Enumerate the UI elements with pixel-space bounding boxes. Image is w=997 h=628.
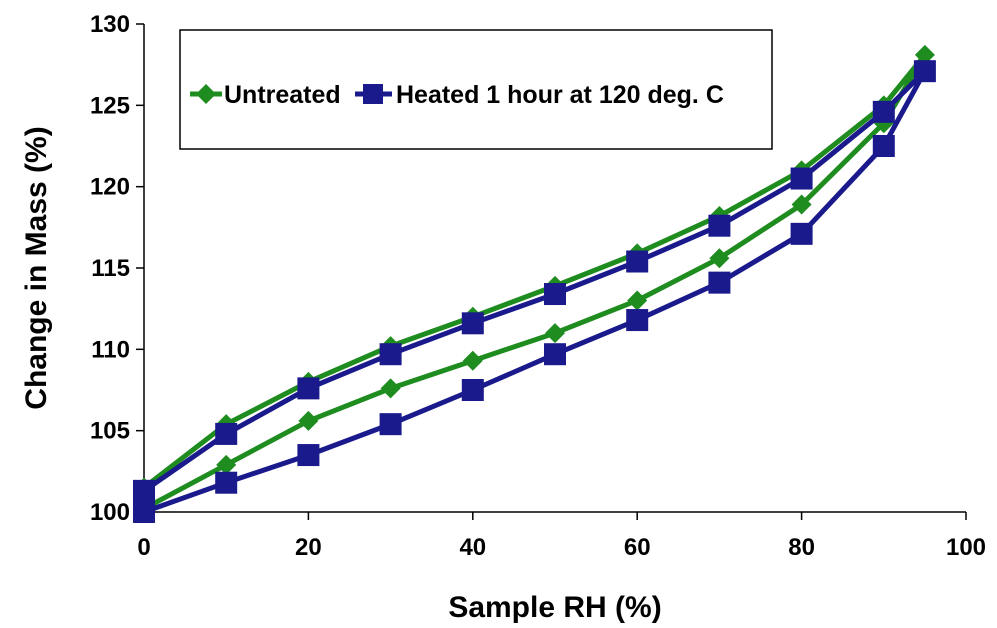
data-point-diamond xyxy=(298,410,319,431)
data-point-diamond xyxy=(791,194,812,215)
x-axis-title: Sample RH (%) xyxy=(448,591,661,624)
data-point-square xyxy=(133,479,155,502)
data-point-square xyxy=(133,501,155,523)
data-point-diamond xyxy=(462,350,483,371)
legend-entry-heated: Heated 1 hour at 120 deg. C xyxy=(355,81,724,109)
legend-marker-heated xyxy=(363,84,383,104)
data-point-square xyxy=(215,471,238,494)
data-point-square xyxy=(379,413,402,436)
legend-entry-untreated: Untreated xyxy=(190,81,341,109)
legend-marker-untreated xyxy=(196,84,216,104)
data-point-square xyxy=(297,377,320,400)
y-tick-label: 120 xyxy=(90,174,130,201)
y-tick-label: 105 xyxy=(90,418,130,445)
data-point-square xyxy=(790,222,813,245)
data-point-square xyxy=(461,379,484,401)
data-point-square xyxy=(544,283,566,306)
data-point-square xyxy=(626,250,649,273)
y-tick-label: 125 xyxy=(90,92,130,119)
x-tick-label: 80 xyxy=(788,534,815,561)
data-point-square xyxy=(544,343,566,366)
legend: Untreated Heated 1 hour at 120 deg. C xyxy=(179,29,773,150)
data-point-square xyxy=(872,100,895,123)
data-point-diamond xyxy=(914,44,935,65)
legend-label-heated: Heated 1 hour at 120 deg. C xyxy=(396,81,724,109)
y-tick-label: 110 xyxy=(91,336,130,363)
x-tick-label: 40 xyxy=(459,534,486,561)
data-point-square xyxy=(708,214,731,237)
x-tick-label: 0 xyxy=(137,534,150,561)
x-ticks: 0 20 40 60 80 100 xyxy=(137,512,986,561)
y-ticks: 100 105 110 115 120 125 130 xyxy=(90,11,144,526)
data-point-square xyxy=(872,135,895,157)
y-axis-title: Change in Mass (%) xyxy=(20,126,53,409)
y-tick-label: 130 xyxy=(90,11,130,38)
data-point-diamond xyxy=(627,290,648,311)
legend-label-untreated: Untreated xyxy=(224,81,341,109)
data-point-square xyxy=(913,60,936,83)
data-point-square xyxy=(790,167,813,190)
data-point-square xyxy=(461,312,484,335)
data-point-square xyxy=(626,309,649,332)
data-point-diamond xyxy=(216,454,237,475)
legend-box xyxy=(179,29,773,150)
x-tick-label: 60 xyxy=(624,534,651,561)
data-point-square xyxy=(708,271,731,294)
y-tick-label: 115 xyxy=(91,255,130,282)
data-point-diamond xyxy=(380,378,401,399)
y-tick-label: 100 xyxy=(90,499,130,526)
x-tick-label: 20 xyxy=(295,534,322,561)
data-point-diamond xyxy=(709,248,730,269)
data-point-square xyxy=(379,343,402,366)
data-point-square xyxy=(297,444,320,467)
data-point-diamond xyxy=(545,323,565,344)
series-layer xyxy=(133,44,936,523)
data-point-square xyxy=(215,422,238,445)
x-tick-label: 100 xyxy=(946,534,986,561)
